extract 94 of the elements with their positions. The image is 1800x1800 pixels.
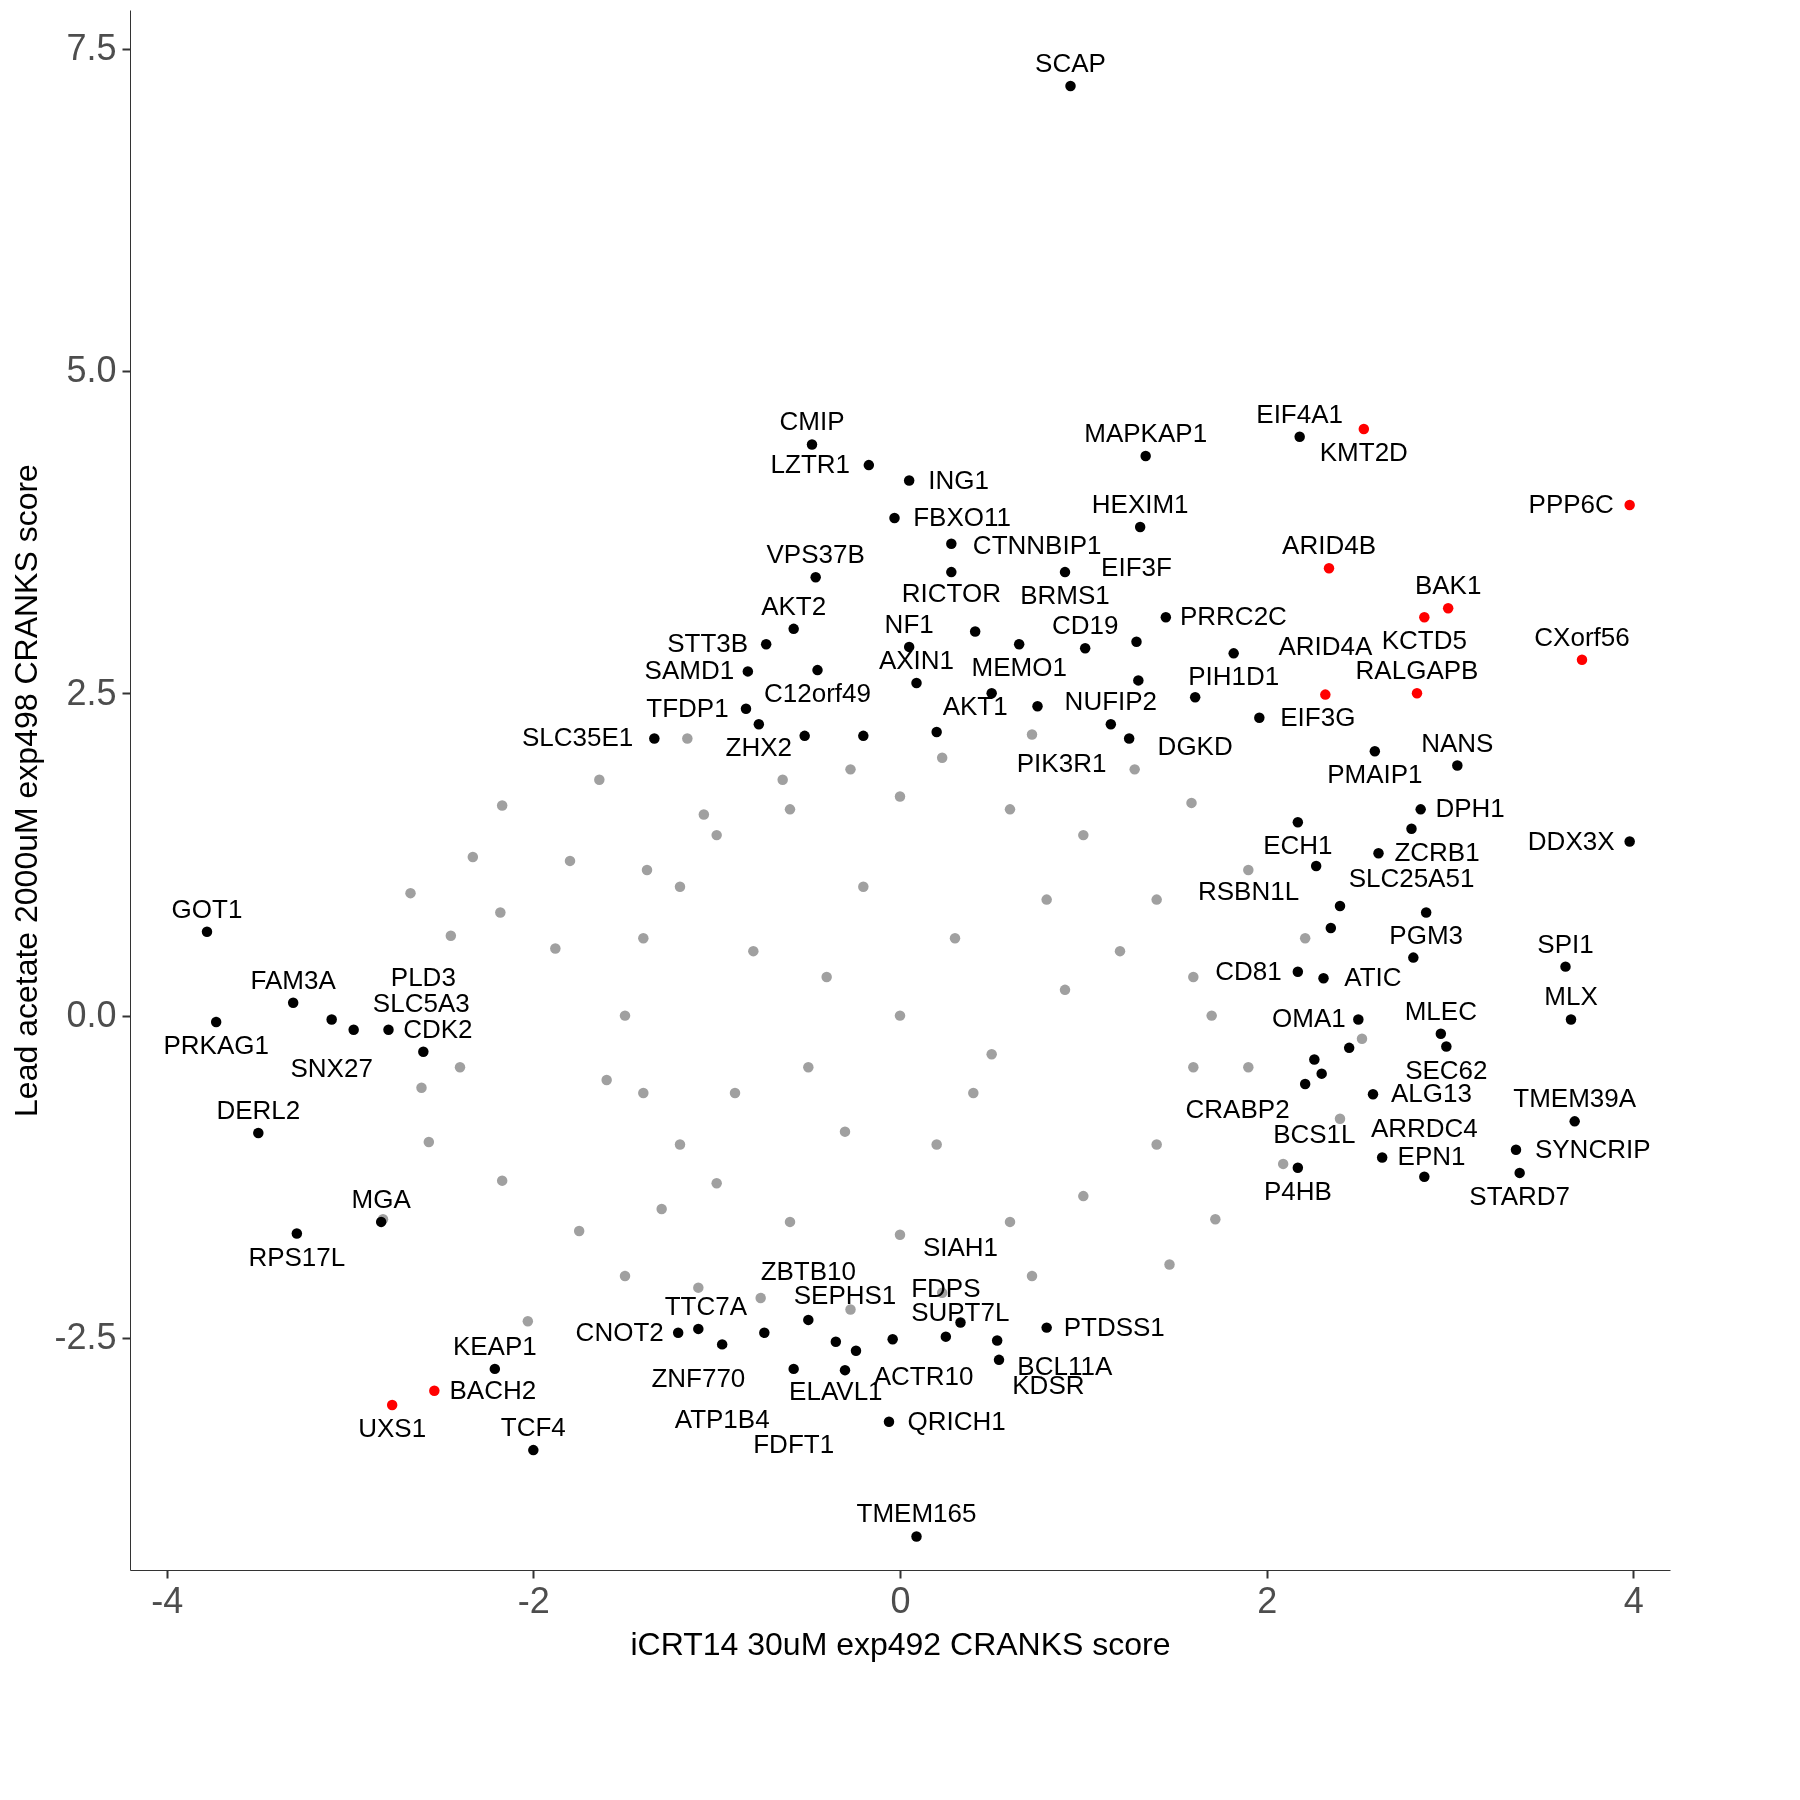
annotation: TCF4 <box>500 1412 566 1443</box>
y-tick-label: 2.5 <box>66 671 117 713</box>
annotation: CD19 <box>1051 610 1119 641</box>
annotation: BACH2 <box>449 1374 537 1405</box>
annotation: PMAIP1 <box>1327 759 1423 790</box>
annotation: DGKD <box>1157 731 1233 762</box>
annotation: SNX27 <box>290 1053 373 1084</box>
point <box>1323 563 1335 574</box>
annotation: TMEM165 <box>856 1498 977 1529</box>
point <box>1442 602 1454 614</box>
annotation: RICTOR <box>901 577 1001 608</box>
annotation: DPH1 <box>1435 793 1505 824</box>
x-tick-label: 2 <box>1257 1579 1278 1621</box>
annotation: PGM3 <box>1389 920 1464 951</box>
annotation: NANS <box>1421 727 1494 758</box>
point <box>1358 423 1370 435</box>
annotation: AKT1 <box>942 691 1008 722</box>
annotation: CNOT2 <box>575 1316 664 1347</box>
x-tick-label: 4 <box>1623 1579 1644 1621</box>
annotation: PIH1D1 <box>1188 661 1280 692</box>
annotation: FBXO11 <box>913 501 1011 532</box>
annotation: GOT1 <box>171 893 243 924</box>
x-tick-label: -2 <box>517 1579 550 1621</box>
annotation: PRRC2C <box>1179 601 1287 632</box>
annotation: KMT2D <box>1319 437 1408 468</box>
annotation: ECH1 <box>1263 830 1333 861</box>
annotation: SLC35E1 <box>521 722 634 753</box>
annotation: KEAP1 <box>452 1330 537 1361</box>
annotation: DERL2 <box>216 1094 301 1125</box>
annotation: NUFIP2 <box>1064 686 1158 717</box>
x-tick-label: 0 <box>890 1579 911 1621</box>
y-axis-title: Lead acetate 2000uM exp498 CRANKS score <box>8 464 45 1117</box>
point <box>1576 654 1588 666</box>
annotation: CTNNBIP1 <box>972 530 1102 561</box>
annotation: MEMO1 <box>971 652 1067 683</box>
point <box>1320 689 1331 700</box>
annotation: BAK1 <box>1414 570 1482 601</box>
annotation: LZTR1 <box>770 449 851 480</box>
annotation: ATIC <box>1344 962 1402 993</box>
annotation: EIF4A1 <box>1256 398 1344 429</box>
annotation: ZHX2 <box>725 732 793 763</box>
annotation: CD81 <box>1215 955 1282 986</box>
annotation: PPP6C <box>1528 489 1614 520</box>
annotation: QRICH1 <box>907 1405 1006 1436</box>
y-tick-label: 0.0 <box>66 994 117 1036</box>
annotation: TTC7A <box>664 1290 748 1321</box>
annotation: KCTD5 <box>1381 625 1467 656</box>
annotation: MLEC <box>1404 995 1477 1026</box>
point <box>1411 688 1423 699</box>
y-tick-label: -2.5 <box>54 1316 117 1358</box>
annotation: BRMS1 <box>1020 580 1110 611</box>
annotation: RSBN1L <box>1197 876 1300 907</box>
annotation: SIAH1 <box>922 1232 999 1263</box>
annotation: SYNCRIP <box>1534 1133 1651 1164</box>
y-tick-label: 5.0 <box>66 349 117 391</box>
annotation: EIF3F <box>1101 551 1172 582</box>
y-tick-label: 7.5 <box>66 27 117 69</box>
annotation: OMA1 <box>1272 1003 1346 1034</box>
annotation: PTDSS1 <box>1063 1311 1165 1342</box>
point <box>386 1399 398 1411</box>
annotation: DDX3X <box>1527 825 1615 856</box>
annotation: PRKAG1 <box>163 1030 269 1061</box>
x-tick-label: -4 <box>151 1579 184 1621</box>
annotation: AKT2 <box>761 590 827 621</box>
annotation: SCAP <box>1035 48 1106 79</box>
annotation: AXIN1 <box>878 644 955 675</box>
annotation: EIF3G <box>1280 701 1356 732</box>
annotation: EPN1 <box>1397 1141 1466 1172</box>
annotation: SPI1 <box>1537 928 1594 959</box>
annotation: RPS17L <box>248 1241 346 1272</box>
annotation: FAM3A <box>250 964 337 995</box>
annotation: CXorf56 <box>1534 621 1630 652</box>
annotation: ARID4B <box>1282 530 1376 561</box>
annotation: ARRDC4 <box>1370 1112 1478 1143</box>
point <box>1624 499 1635 511</box>
annotation: VPS37B <box>766 539 865 570</box>
annotation: TMEM39A <box>1513 1083 1637 1114</box>
annotation: HEXIM1 <box>1091 488 1189 519</box>
point <box>1419 612 1430 623</box>
annotation: C12orf49 <box>764 678 871 709</box>
annotation: ING1 <box>928 464 989 495</box>
annotation: MGA <box>351 1183 412 1214</box>
annotation: MAPKAP1 <box>1084 418 1208 449</box>
annotation: NF1 <box>884 608 934 639</box>
annotation: CMIP <box>779 406 845 437</box>
annotation: UXS1 <box>358 1412 427 1443</box>
annotation: MLX <box>1544 981 1598 1012</box>
annotation: STARD7 <box>1469 1180 1570 1211</box>
annotation: PIK3R1 <box>1016 748 1107 779</box>
annotation: P4HB <box>1263 1175 1332 1206</box>
annotation: TFDP1 <box>646 692 729 723</box>
x-axis-title: iCRT14 30uM exp492 CRANKS score <box>630 1625 1171 1662</box>
annotation: ZNF770 <box>651 1362 746 1393</box>
point <box>429 1385 440 1397</box>
